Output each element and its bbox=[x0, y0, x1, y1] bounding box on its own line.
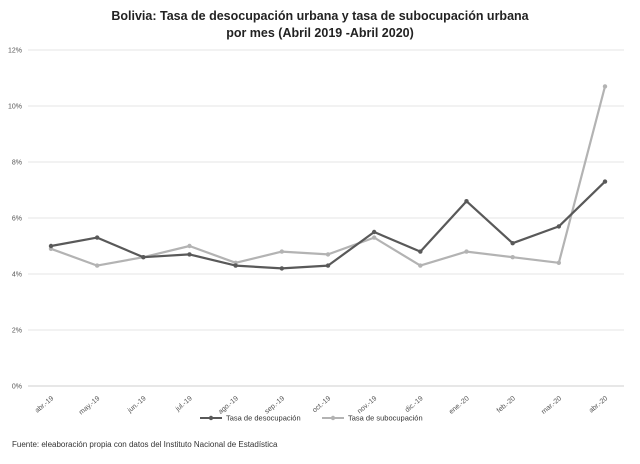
data-point bbox=[418, 263, 423, 268]
data-point bbox=[141, 255, 146, 260]
x-tick-label: ago.-19 bbox=[217, 395, 240, 416]
data-point bbox=[371, 229, 377, 235]
source-note: Fuente: eleaboración propia con datos de… bbox=[12, 440, 278, 449]
data-point bbox=[279, 249, 285, 254]
legend-item: Tasa de desocupación bbox=[200, 414, 301, 423]
data-point bbox=[187, 252, 192, 257]
x-axis: abr.-19 may.-19 jun.-19 jul.-19 ago.-19 sep.-… bbox=[34, 395, 609, 416]
y-tick-label: 12% bbox=[8, 48, 22, 55]
x-tick-label: jul.-19 bbox=[174, 395, 194, 413]
data-point bbox=[510, 241, 515, 246]
chart-title-line1: Bolivia: Tasa de desocupación urbana y t… bbox=[111, 9, 529, 23]
legend: Tasa de desocupación Tasa de subocupación bbox=[200, 414, 423, 423]
y-tick-label: 0% bbox=[12, 384, 22, 391]
series-tasa-de-desocupación bbox=[48, 179, 608, 271]
data-point bbox=[371, 235, 377, 240]
x-tick-label: abr.-19 bbox=[34, 395, 55, 414]
data-point bbox=[602, 84, 608, 89]
legend-item: Tasa de subocupación bbox=[322, 414, 423, 423]
y-axis: 0% 2% 4% 6% 8% 10% 12% bbox=[8, 48, 22, 391]
series-group bbox=[48, 84, 608, 271]
x-tick-label: may.-19 bbox=[78, 395, 102, 416]
data-point bbox=[418, 249, 423, 254]
data-point bbox=[279, 266, 285, 271]
x-tick-label: jun.-19 bbox=[126, 395, 148, 415]
y-tick-label: 8% bbox=[12, 160, 22, 167]
chart-title: Bolivia: Tasa de desocupación urbana y t… bbox=[0, 8, 640, 42]
x-tick-label: sep.-19 bbox=[264, 395, 286, 415]
data-point bbox=[602, 179, 608, 184]
x-tick-label: ene.-20 bbox=[448, 395, 471, 416]
x-tick-label: abr.-20 bbox=[588, 395, 609, 414]
data-point bbox=[464, 249, 469, 254]
x-tick-label: feb.-20 bbox=[496, 395, 517, 414]
y-tick-label: 10% bbox=[8, 104, 22, 111]
data-point bbox=[325, 263, 331, 268]
data-point bbox=[556, 224, 562, 229]
x-tick-label: oct.-19 bbox=[311, 395, 332, 414]
legend-label: Tasa de subocupación bbox=[348, 414, 423, 423]
grid-lines bbox=[28, 49, 624, 387]
x-tick-label: nov.-19 bbox=[356, 395, 378, 415]
data-point bbox=[187, 243, 192, 249]
data-point bbox=[510, 255, 515, 260]
data-point bbox=[233, 263, 238, 268]
chart-title-line2: por mes (Abril 2019 -Abril 2020) bbox=[226, 26, 414, 40]
data-point bbox=[94, 263, 100, 268]
data-point bbox=[325, 252, 331, 257]
legend-marker bbox=[330, 415, 336, 421]
data-point bbox=[464, 199, 469, 204]
legend-label: Tasa de desocupación bbox=[226, 414, 301, 423]
y-tick-label: 6% bbox=[12, 216, 22, 223]
x-tick-label: dic.-19 bbox=[404, 395, 425, 414]
legend-marker bbox=[208, 415, 214, 421]
x-tick-label: mar.-20 bbox=[540, 395, 563, 416]
data-point bbox=[94, 235, 100, 240]
y-tick-label: 2% bbox=[12, 328, 22, 335]
data-point bbox=[48, 243, 54, 249]
data-point bbox=[556, 260, 562, 265]
y-tick-label: 4% bbox=[12, 272, 22, 279]
